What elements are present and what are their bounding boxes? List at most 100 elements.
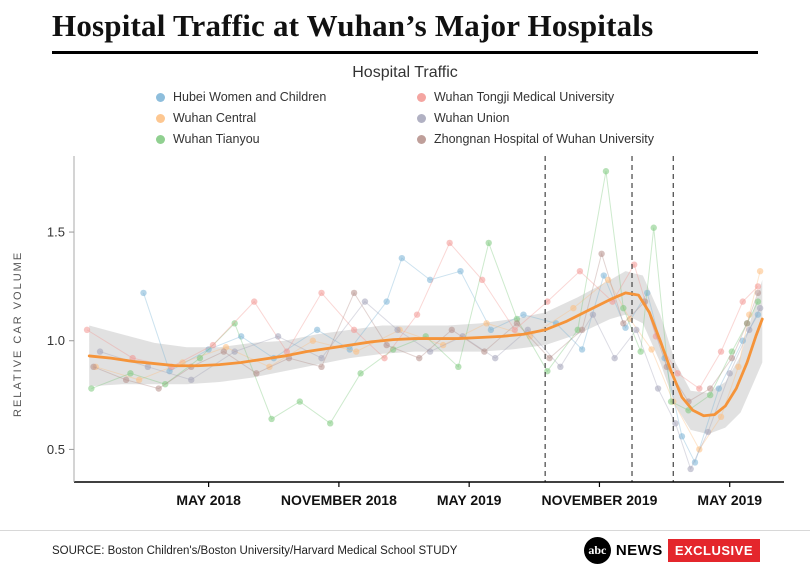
data-point: [253, 370, 260, 377]
data-point: [735, 363, 742, 371]
legend-item-2: Wuhan Tianyou: [155, 132, 371, 146]
legend-item-3: Wuhan Tongji Medical University: [416, 90, 654, 104]
data-point: [318, 354, 325, 362]
data-point: [309, 337, 317, 344]
legend-dot: [155, 92, 165, 102]
data-point: [746, 326, 753, 334]
data-point: [188, 376, 195, 384]
data-point: [268, 415, 275, 423]
data-point: [756, 304, 764, 312]
data-point: [706, 385, 714, 392]
data-point: [715, 385, 723, 392]
legend-label: Wuhan Union: [433, 111, 510, 125]
data-point: [704, 428, 712, 436]
data-point: [327, 420, 334, 427]
x-tick-label: NOVEMBER 2019: [541, 492, 657, 508]
data-point: [313, 326, 321, 334]
data-point: [155, 385, 162, 392]
data-point: [455, 363, 462, 371]
data-point: [350, 289, 358, 297]
data-point: [457, 267, 464, 275]
data-point: [602, 168, 610, 175]
legend-dot: [155, 113, 165, 123]
legend-dot: [416, 134, 426, 144]
data-point: [266, 363, 273, 371]
data-point: [578, 346, 586, 353]
data-point: [756, 267, 764, 275]
data-point: [611, 354, 618, 362]
data-point: [598, 250, 605, 257]
data-point: [283, 348, 290, 355]
data-point: [739, 337, 746, 344]
legend-label: Wuhan Tongji Medical University: [433, 90, 615, 104]
data-point: [739, 298, 746, 305]
data-point: [487, 326, 495, 334]
data-point: [140, 289, 147, 297]
data-point: [546, 354, 553, 362]
data-point: [353, 348, 360, 355]
data-point: [620, 304, 627, 312]
legend-dot: [155, 134, 165, 144]
data-point: [570, 304, 577, 312]
data-point: [633, 326, 640, 334]
x-tick-label: NOVEMBER 2018: [281, 492, 397, 508]
x-tick-label: MAY 2019: [437, 492, 502, 508]
y-axis-title: RELATIVE CAR VOLUME: [12, 250, 24, 418]
data-point: [650, 224, 657, 231]
legend-item-5: Zhongnan Hospital of Wuhan University: [416, 132, 655, 146]
data-point: [296, 398, 304, 405]
series-line-0: [143, 257, 759, 464]
data-point: [678, 433, 686, 440]
data-point: [196, 354, 204, 362]
data-point: [88, 385, 95, 392]
data-point: [654, 385, 662, 392]
data-point: [578, 326, 586, 334]
data-point: [237, 333, 245, 340]
data-point: [728, 348, 736, 355]
data-point: [687, 465, 694, 473]
data-point: [648, 346, 655, 353]
y-tick-label: 1.0: [47, 333, 65, 348]
plot-area: RELATIVE CAR VOLUME MAY 2018 NOVEMBER 201…: [0, 148, 810, 520]
data-point: [604, 276, 612, 284]
data-point: [717, 348, 725, 355]
data-point: [135, 376, 143, 384]
source-text: SOURCE: Boston Children's/Boston Univers…: [52, 544, 458, 557]
data-point: [706, 391, 714, 399]
legend-item-1: Wuhan Central: [155, 111, 371, 125]
data-point: [743, 320, 751, 327]
data-point: [696, 385, 703, 392]
data-point: [511, 326, 518, 334]
legend-item-0: Hubei Women and Children: [155, 90, 371, 104]
data-point: [122, 376, 130, 384]
title-block: Hospital Traffic at Wuhan’s Major Hospit…: [52, 8, 758, 54]
legend-dot: [416, 113, 426, 123]
data-point: [127, 370, 134, 377]
data-point: [696, 446, 703, 453]
chart-title: Hospital Traffic: [352, 64, 458, 81]
data-point: [576, 267, 584, 275]
data-point: [274, 333, 282, 340]
data-point: [209, 341, 217, 349]
data-point: [728, 354, 736, 362]
data-point: [426, 348, 434, 355]
data-point: [426, 276, 434, 284]
data-point: [231, 320, 238, 327]
data-point: [483, 320, 490, 327]
data-point: [448, 326, 455, 334]
data-point: [637, 348, 644, 355]
data-point: [357, 370, 364, 377]
legend-label: Zhongnan Hospital of Wuhan University: [433, 132, 655, 146]
data-point: [485, 239, 492, 247]
data-point: [620, 320, 627, 327]
legend-label: Wuhan Tianyou: [172, 132, 260, 146]
news-label: NEWS: [615, 542, 663, 559]
data-point: [350, 326, 358, 334]
data-point: [589, 311, 597, 318]
data-point: [381, 354, 388, 362]
data-point: [90, 363, 97, 371]
legend-label: Hubei Women and Children: [172, 90, 327, 104]
data-point: [439, 341, 447, 349]
x-tick-label: MAY 2019: [697, 492, 762, 508]
